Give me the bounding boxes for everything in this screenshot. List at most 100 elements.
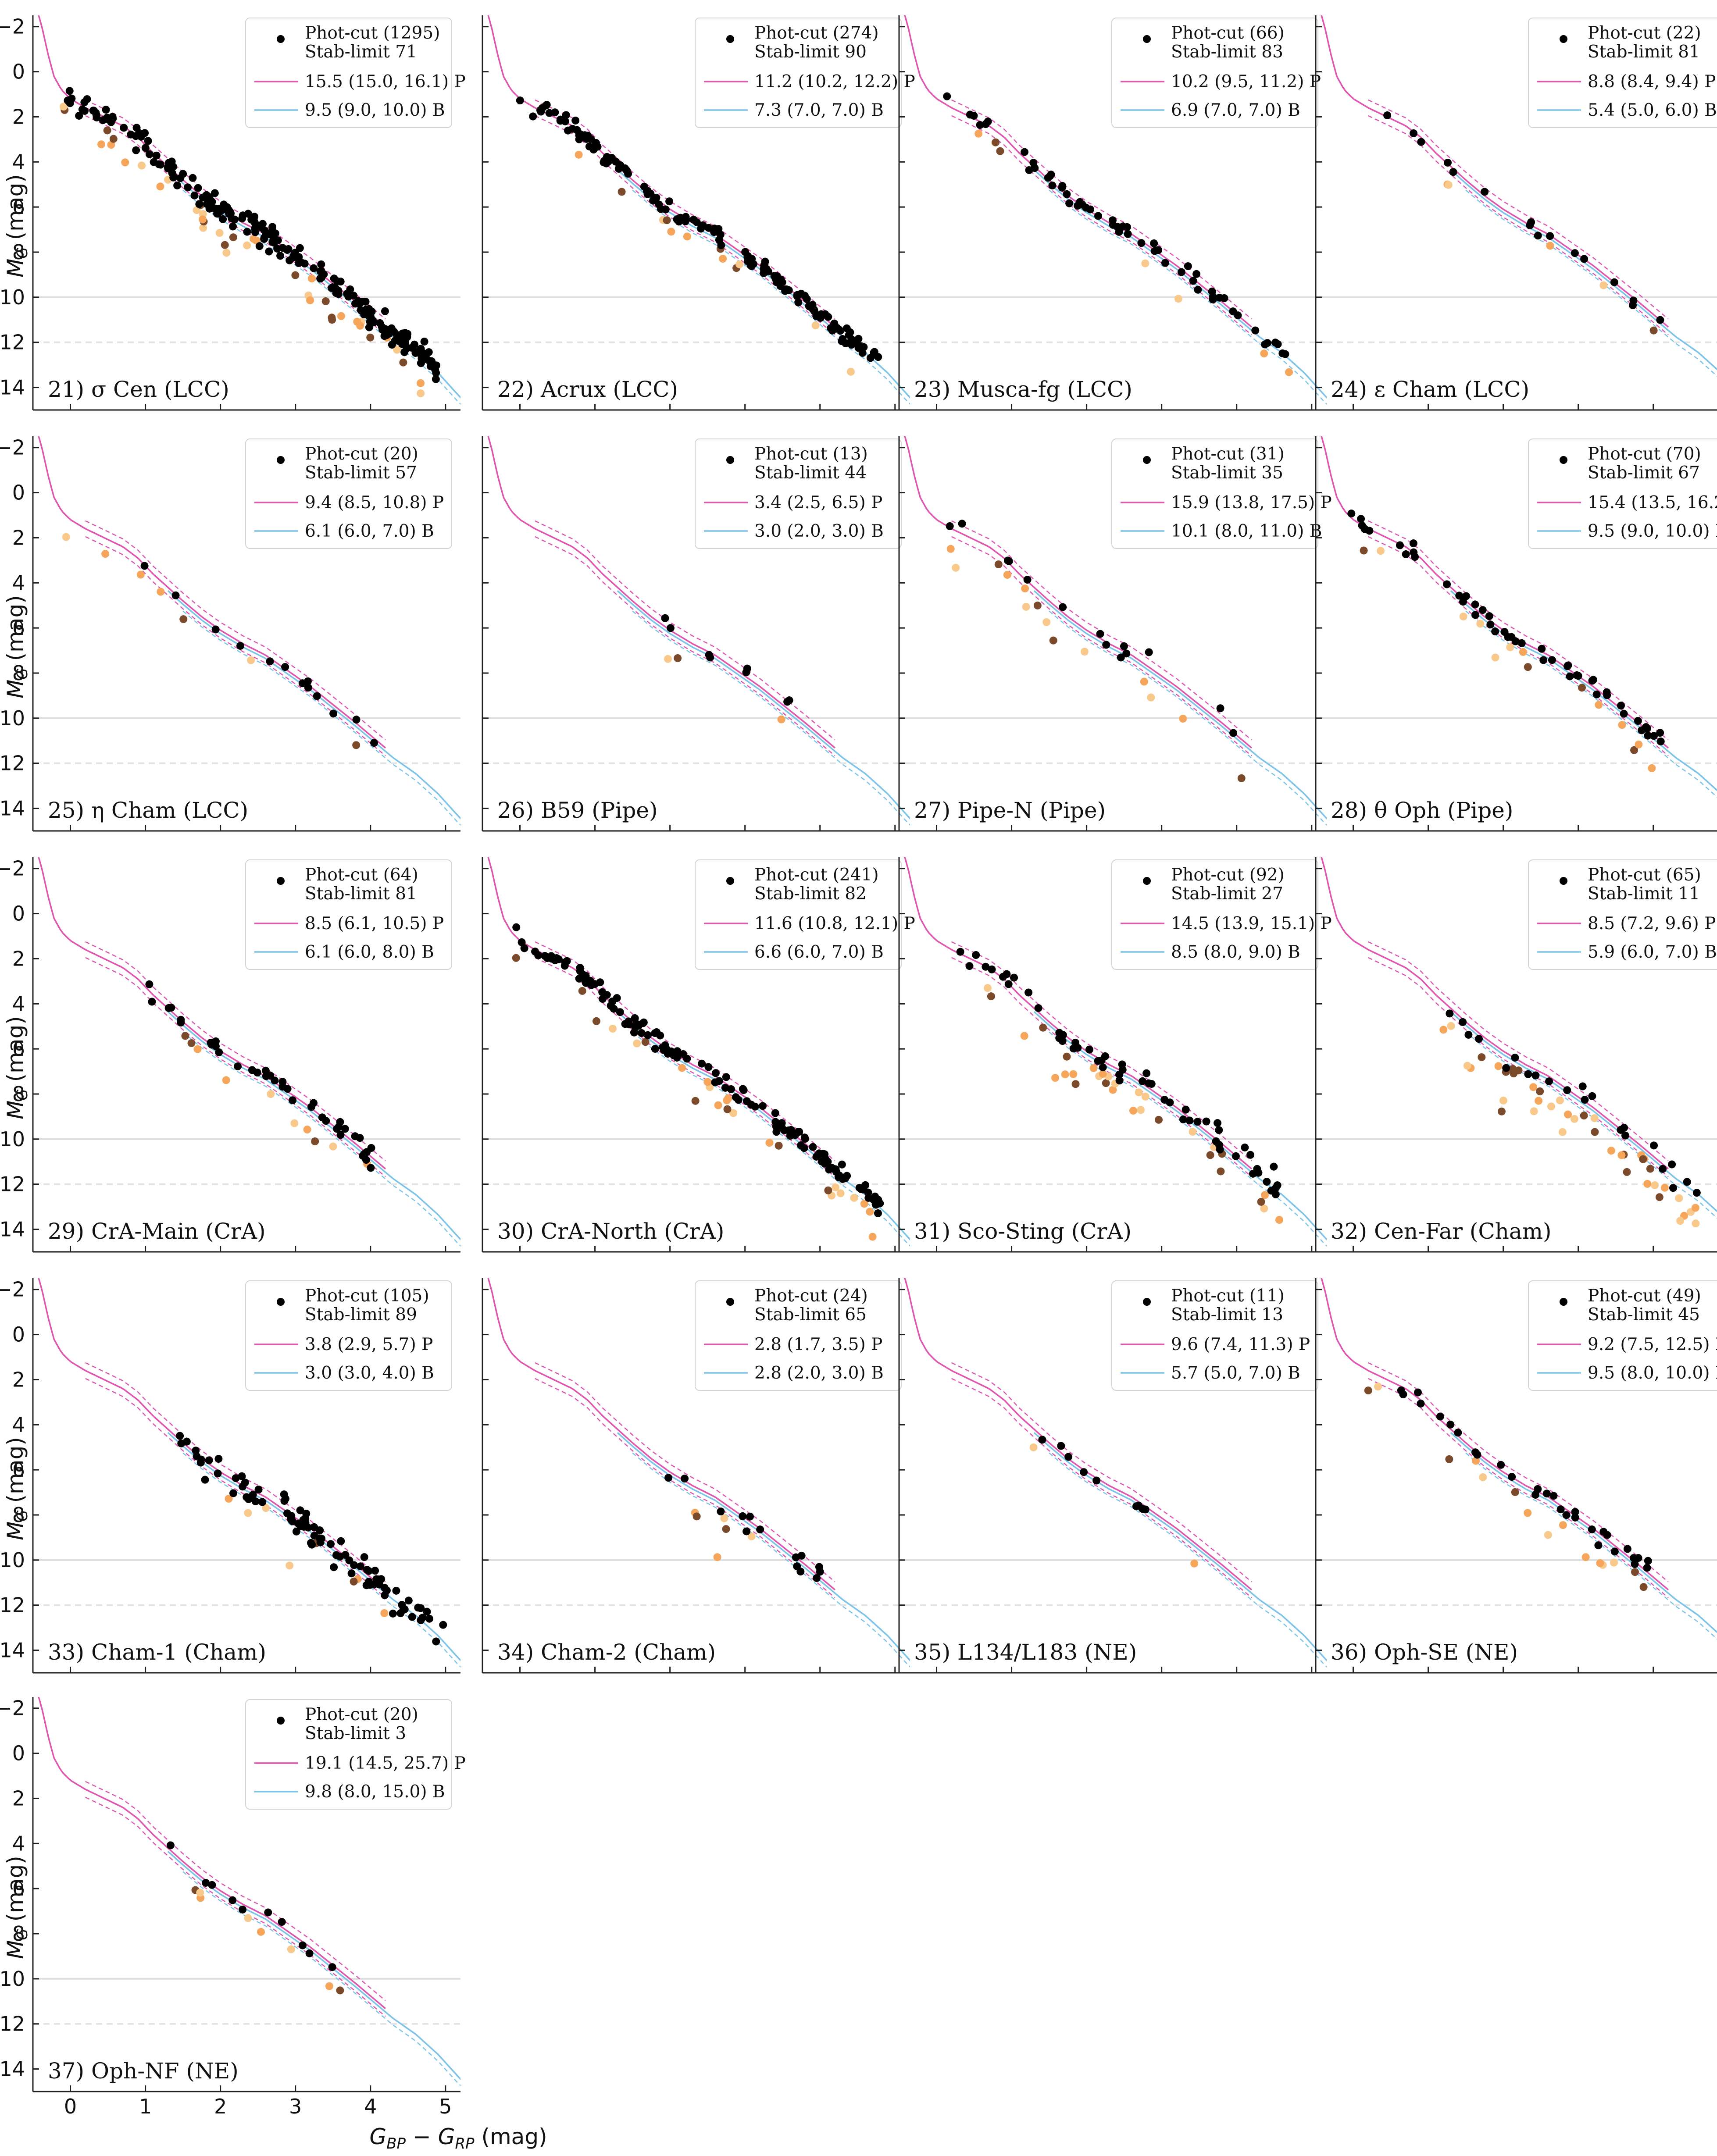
legend-phot-cut: Phot-cut (92) (1171, 865, 1285, 885)
star-point-member (330, 274, 338, 283)
y-tick-label: 4 (12, 1413, 25, 1436)
star-point-member (1574, 672, 1582, 680)
star-point-nonmember (1651, 1181, 1659, 1190)
star-point-member (965, 962, 974, 970)
legend-b: 9.5 (8.0, 10.0) B (1588, 1363, 1717, 1383)
star-point-member (1683, 1178, 1691, 1186)
star-point-nonmember (663, 216, 671, 225)
blue-isochrone-dashed (632, 610, 910, 826)
star-point-nonmember (1491, 653, 1499, 662)
star-point-nonmember (1039, 1023, 1047, 1032)
star-point-nonmember (1607, 1147, 1615, 1155)
star-point-member (195, 200, 203, 208)
star-point-member (362, 1156, 370, 1164)
star-point-nonmember (1623, 1168, 1631, 1176)
star-point-member (432, 375, 440, 383)
star-point-member (742, 668, 750, 677)
star-point-nonmember (1137, 1106, 1145, 1114)
star-point-member (1578, 1082, 1587, 1090)
panel-36: 36) Oph-SE (NE) Phot-cut (49)Stab-limit 4… (1315, 1278, 1717, 1674)
star-point-nonmember (1042, 618, 1051, 626)
star-point-member (215, 1048, 223, 1056)
star-point-member (516, 96, 524, 105)
y-tick-label: 10 (0, 706, 25, 730)
star-point-member (664, 1049, 672, 1058)
star-point-member (1638, 726, 1646, 734)
star-point-member (1620, 709, 1628, 718)
star-point-member (1571, 1513, 1579, 1522)
legend-b: 6.1 (6.0, 8.0) B (305, 942, 434, 962)
star-point-member (120, 124, 128, 132)
legend-stab-limit: Stab-limit 83 (1171, 42, 1283, 62)
star-point-nonmember (244, 1509, 252, 1517)
star-point-member (1629, 1554, 1638, 1562)
star-point-nonmember (328, 314, 336, 322)
panel-32: 32) Cen-Far (Cham) Phot-cut (65)Stab-limi… (1315, 857, 1717, 1253)
star-point-member (335, 1123, 343, 1131)
star-point-member (1108, 216, 1117, 225)
star-point-nonmember (1447, 1022, 1455, 1030)
star-point-member (746, 1512, 754, 1521)
star-point-member (538, 104, 546, 112)
star-point-nonmember (366, 333, 375, 342)
y-axis-title-unit: (mag) (3, 1437, 28, 1510)
star-point-member (1409, 539, 1417, 548)
star-point-member (301, 1519, 310, 1527)
star-point-member (329, 709, 338, 718)
star-point-member (289, 1096, 297, 1105)
star-point-member (966, 110, 974, 119)
star-point-member (1462, 592, 1470, 600)
star-point-member (800, 292, 809, 300)
star-point-nonmember (196, 1889, 204, 1897)
star-point-member (243, 228, 251, 236)
star-point-member (805, 302, 813, 310)
legend-b: 9.5 (9.0, 10.0) B (305, 100, 445, 120)
star-point-member (292, 1527, 300, 1536)
star-point-nonmember (987, 992, 995, 1001)
star-point-nonmember (996, 147, 1004, 155)
star-point-nonmember (157, 588, 165, 596)
legend-phot-cut: Phot-cut (241) (754, 865, 879, 885)
star-point-member (1589, 676, 1597, 684)
star-point-nonmember (952, 563, 960, 572)
legend: Phot-cut (20)Stab-limit 3 19.1 (14.5, 25.… (245, 1699, 466, 1810)
star-point-member (651, 1044, 659, 1053)
star-point-member (1117, 653, 1125, 662)
pink-isochrone-lower (85, 536, 386, 756)
star-point-member (182, 1437, 191, 1446)
star-point-member (307, 1539, 315, 1547)
legend-phot-cut: Phot-cut (49) (1588, 1286, 1701, 1306)
star-point-member (815, 1563, 823, 1571)
star-point-member (377, 1575, 386, 1583)
star-point-nonmember (1374, 1383, 1382, 1391)
star-point-nonmember (850, 1194, 858, 1202)
star-point-nonmember (267, 1090, 275, 1098)
legend-box (695, 859, 902, 970)
star-point-member (1202, 1117, 1210, 1126)
legend-marker-phot (726, 35, 734, 43)
star-point-nonmember (691, 1097, 700, 1105)
star-point-nonmember (307, 274, 316, 283)
x-axis-title-sub1: BP (386, 2135, 406, 2152)
star-point-member (207, 200, 215, 209)
panel-label: 22) Acrux (LCC) (497, 377, 678, 402)
y-tick-label: 8 (12, 1503, 25, 1527)
star-point-member (176, 1432, 184, 1440)
pink-isochrone-lower (1368, 1378, 1669, 1598)
legend-p: 8.8 (8.4, 9.4) P (1588, 72, 1716, 92)
star-point-nonmember (103, 126, 111, 135)
star-point-nonmember (723, 1096, 731, 1105)
star-point-nonmember (1080, 648, 1089, 656)
legend: Phot-cut (1295)Stab-limit 71 15.5 (15.0, … (245, 18, 466, 128)
star-point-nonmember (337, 312, 345, 320)
star-point-member (234, 1062, 242, 1070)
star-point-member (640, 182, 648, 191)
pink-isochrone-lower (535, 536, 835, 756)
y-axis-title: MG (mag) (3, 595, 31, 698)
star-point-nonmember (1174, 295, 1182, 303)
star-point-member (417, 359, 425, 367)
y-axis-title: MG (mag) (3, 1016, 31, 1119)
legend-b: 6.6 (6.0, 7.0) B (754, 942, 884, 962)
star-point-member (1115, 1076, 1124, 1085)
star-point-nonmember (836, 1189, 845, 1197)
